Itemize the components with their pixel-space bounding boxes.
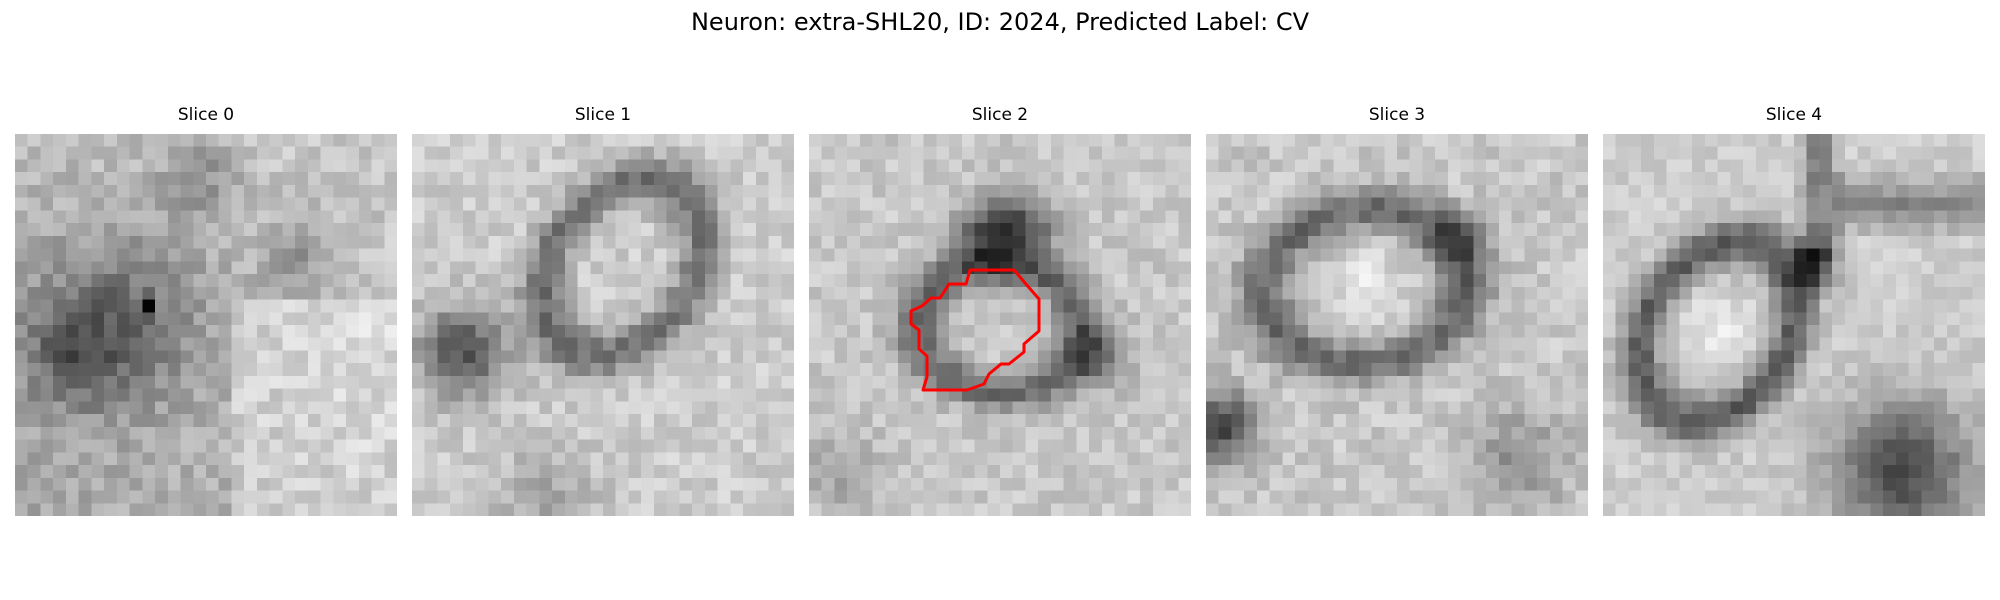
slice-image xyxy=(412,134,794,516)
slice-title: Slice 3 xyxy=(1368,105,1426,125)
slice-panel-2: Slice 2 xyxy=(809,105,1191,517)
contour-outline xyxy=(909,268,1041,392)
slice-panel-1: Slice 1 xyxy=(412,105,794,517)
slice-title: Slice 0 xyxy=(177,105,235,125)
slice-image xyxy=(15,134,397,516)
slice-title: Slice 4 xyxy=(1765,105,1823,125)
slice-panel-3: Slice 3 xyxy=(1206,105,1588,517)
slice-title: Slice 1 xyxy=(574,105,632,125)
slice-panel-4: Slice 4 xyxy=(1603,105,1985,517)
slice-panel-0: Slice 0 xyxy=(15,105,397,517)
slice-image xyxy=(809,134,1191,516)
slice-title: Slice 2 xyxy=(971,105,1029,125)
segmentation-contour xyxy=(909,268,1041,392)
slice-image xyxy=(1603,134,1985,516)
slice-image xyxy=(1206,134,1588,516)
figure-title: Neuron: extra-SHL20, ID: 2024, Predicted… xyxy=(690,8,1310,36)
